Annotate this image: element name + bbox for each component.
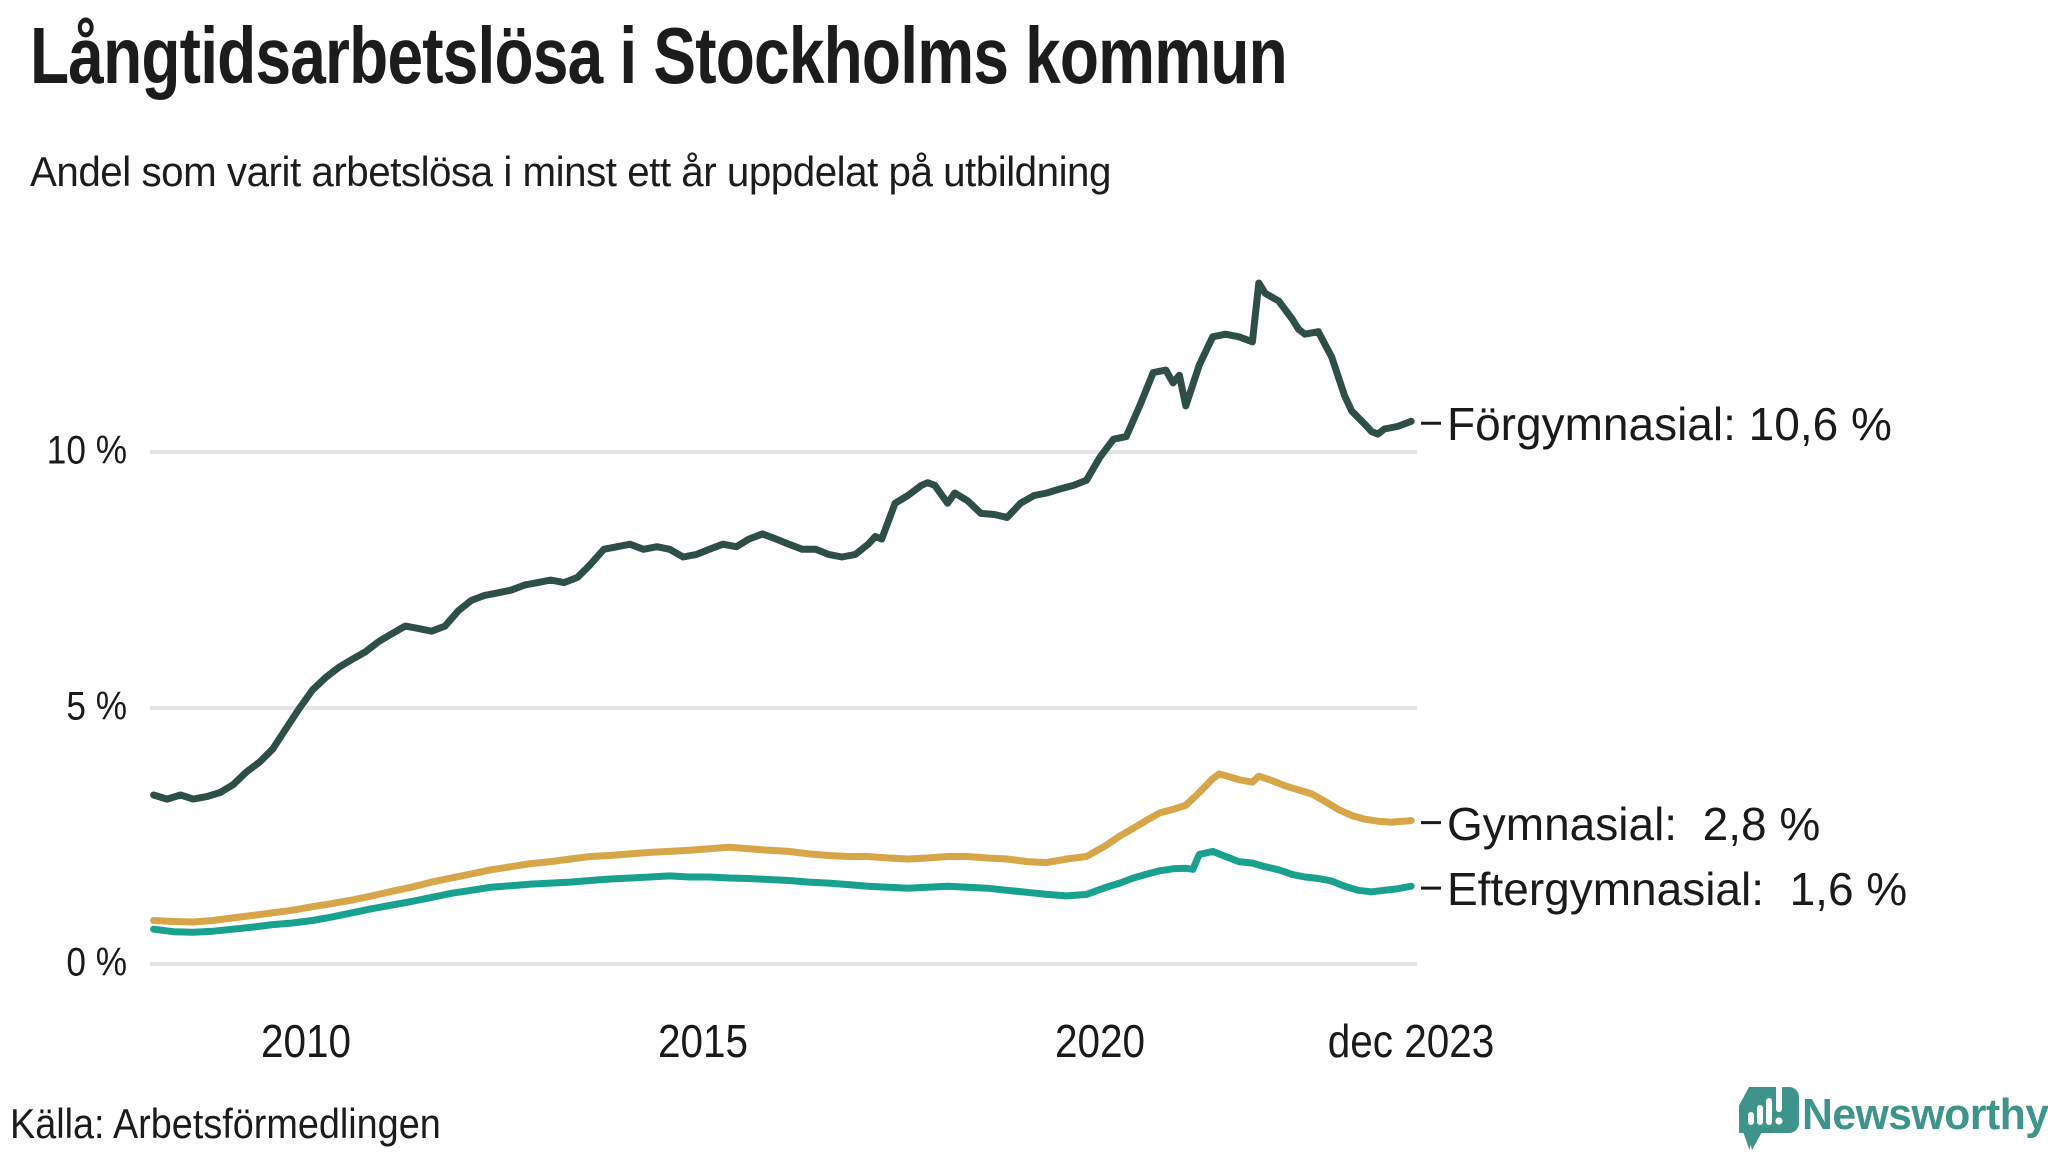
y-tick-0: 0 % [66, 940, 127, 985]
newsworthy-logo: Newsworthy [1729, 1076, 2048, 1152]
series-line-förgymnasial [150, 279, 1415, 803]
chart-subtitle: Andel som varit arbetslösa i minst ett å… [30, 148, 1111, 195]
speech-bubble-tail [1747, 1130, 1763, 1150]
x-tick-2015: 2015 [657, 1015, 749, 1067]
brand-name: Newsworthy [1802, 1090, 2048, 1139]
series-end-label-eftergymnasial: Eftergymnasial: 1,6 % [1447, 863, 1908, 916]
source-note: Källa: Arbetsförmedlingen [10, 1100, 441, 1147]
x-tick-2010: 2010 [260, 1015, 352, 1067]
series-line-gymnasial [150, 770, 1415, 926]
x-tick-2020: 2020 [1054, 1015, 1146, 1067]
page-title: Långtidsarbetslösa i Stockholms kommun [30, 11, 1288, 100]
exclamation-bar [1776, 1080, 1782, 1112]
exclamation-dot [1775, 1117, 1783, 1125]
bar-medium [1757, 1105, 1763, 1125]
series-line-eftergymnasial [150, 847, 1415, 936]
bar-large [1766, 1098, 1772, 1125]
y-tick-5: 5 % [66, 684, 127, 729]
x-tick-dec-2023: dec 2023 [1327, 1015, 1495, 1067]
bar-small [1748, 1112, 1754, 1125]
series-end-label-gymnasial: Gymnasial: 2,8 % [1447, 797, 1821, 850]
series-end-label-förgymnasial: Förgymnasial: 10,6 % [1447, 398, 1892, 451]
y-tick-10: 10 % [46, 428, 127, 473]
newsworthy-speech-bubble-bar-chart-icon [1729, 1080, 1799, 1150]
